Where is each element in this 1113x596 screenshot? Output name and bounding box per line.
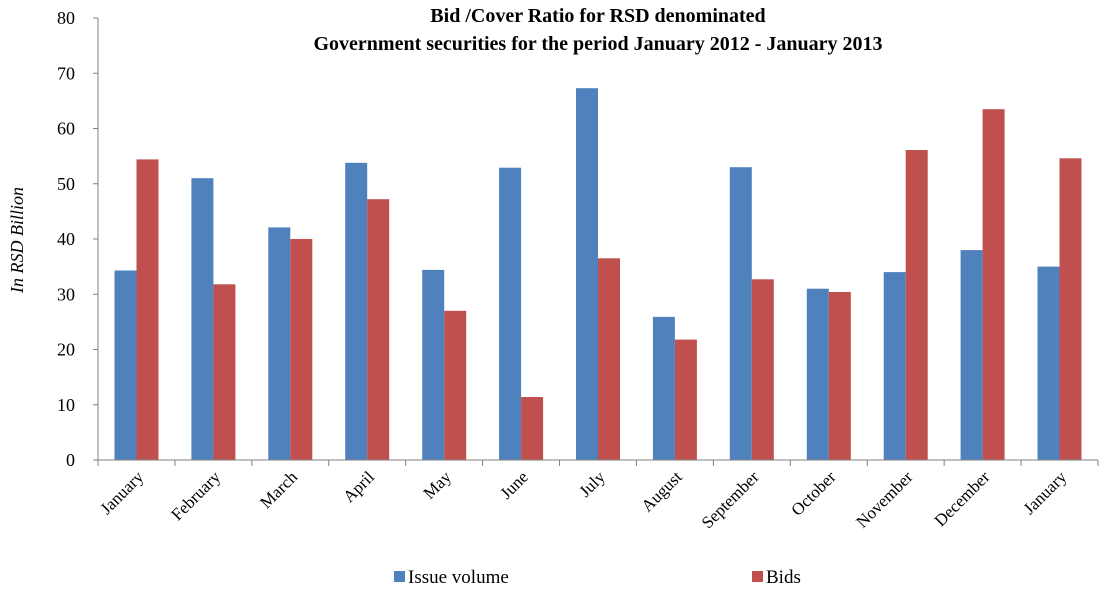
y-tick-label: 70 — [57, 63, 75, 83]
bar-issue-volume-8 — [729, 167, 752, 460]
bar-bids-6 — [598, 258, 620, 460]
x-category-label: January — [1020, 467, 1071, 518]
legend-label-bids: Bids — [766, 567, 801, 588]
bar-bids-12 — [1059, 158, 1082, 461]
bar-issue-volume-7 — [652, 316, 675, 460]
x-category-label: April — [339, 467, 378, 506]
bar-bids-10 — [905, 150, 928, 460]
bar-issue-volume-1 — [191, 178, 214, 460]
bar-issue-volume-11 — [960, 250, 983, 460]
bar-issue-volume-12 — [1037, 266, 1060, 460]
bar-issue-volume-6 — [576, 88, 598, 460]
y-tick-label: 50 — [57, 174, 75, 194]
bar-bids-5 — [521, 397, 544, 460]
bar-issue-volume-4 — [422, 269, 445, 460]
x-category-label: July — [575, 467, 609, 501]
bar-bids-3 — [367, 199, 390, 460]
x-category-label: August — [638, 467, 686, 515]
legend-label-issue-volume: Issue volume — [408, 567, 509, 588]
bar-issue-volume-3 — [345, 162, 368, 461]
bar-issue-volume-0 — [114, 270, 137, 460]
bar-bids-1 — [213, 284, 236, 460]
bar-issue-volume-2 — [268, 227, 291, 460]
plot-area: 0 10 20 30 40 50 60 70 80 January February March Apr… — [57, 8, 1099, 532]
y-tick-label: 80 — [57, 8, 75, 28]
bar-bids-8 — [751, 279, 774, 460]
legend-swatch-issue-volume — [394, 571, 405, 582]
chart-title: Bid /Cover Ratio for RSD denominated — [430, 5, 765, 27]
y-tick-label: 30 — [57, 284, 75, 304]
bar-issue-volume-9 — [806, 288, 829, 460]
x-category-label: September — [698, 467, 763, 532]
legend: Issue volume Bids — [394, 567, 801, 588]
x-category-label: May — [420, 467, 456, 503]
y-tick-label: 0 — [66, 450, 75, 470]
y-tick-label: 60 — [57, 119, 75, 139]
x-category-label: October — [787, 467, 839, 519]
bar-issue-volume-10 — [883, 272, 906, 460]
y-tick-label: 40 — [57, 229, 75, 249]
x-category-label: December — [931, 467, 994, 530]
x-category-label: March — [256, 467, 301, 512]
bar-issue-volume-5 — [499, 167, 522, 460]
legend-swatch-bids — [752, 571, 763, 582]
chart-subtitle: Government securities for the period Jan… — [313, 33, 882, 55]
y-tick-label: 20 — [57, 340, 75, 360]
y-axis-title: In RSD Billion — [7, 187, 27, 294]
bar-bids-2 — [290, 239, 313, 460]
bar-bids-7 — [674, 339, 697, 460]
bar-bids-4 — [444, 310, 467, 460]
x-category-label: November — [852, 467, 916, 531]
x-category-label: June — [496, 467, 531, 502]
x-category-label: January — [96, 467, 147, 518]
bar-bids-11 — [982, 109, 1005, 460]
bar-bids-0 — [136, 159, 159, 460]
y-tick-label: 10 — [57, 395, 75, 415]
x-category-label: February — [167, 467, 224, 524]
bar-bids-9 — [828, 292, 851, 460]
